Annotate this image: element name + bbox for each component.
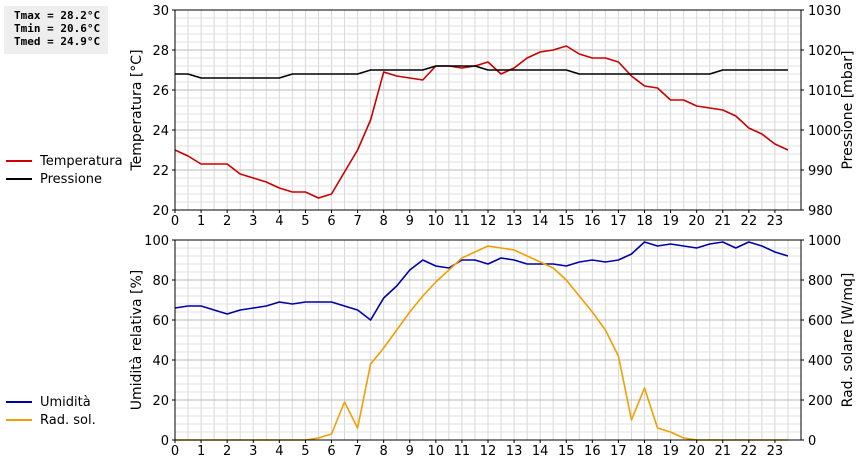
- y-tick-label: 40: [152, 354, 169, 369]
- x-tick-label: 18: [636, 444, 653, 459]
- x-tick-label: 23: [767, 444, 784, 459]
- x-tick-label: 2: [223, 214, 231, 229]
- x-tick-label: 15: [558, 444, 575, 459]
- x-tick-label: 22: [741, 444, 758, 459]
- x-tick-label: 18: [636, 214, 653, 229]
- x-tick-label: 5: [301, 444, 309, 459]
- y2-tick-label: 1010: [808, 84, 841, 99]
- legend-label-pressione: Pressione: [40, 171, 103, 187]
- x-tick-label: 0: [171, 444, 179, 459]
- x-tick-label: 23: [767, 214, 784, 229]
- y2-axis-title: Rad. solare [W/mq]: [840, 273, 856, 408]
- x-tick-label: 0: [171, 214, 179, 229]
- x-tick-label: 16: [584, 444, 601, 459]
- legend-bottom: Umidità Rad. sol.: [6, 393, 96, 429]
- x-tick-label: 13: [506, 214, 523, 229]
- stat-tmed: Tmed = 24.9°C: [14, 35, 101, 48]
- x-tick-label: 4: [275, 444, 283, 459]
- y2-tick-label: 1020: [808, 44, 841, 59]
- x-tick-label: 17: [610, 214, 627, 229]
- x-tick-label: 2: [223, 444, 231, 459]
- x-tick-label: 6: [327, 444, 335, 459]
- legend-swatch-rad-sol: [6, 419, 32, 421]
- x-tick-label: 12: [480, 214, 497, 229]
- x-tick-label: 13: [506, 444, 523, 459]
- x-tick-label: 19: [662, 214, 679, 229]
- y-tick-label: 20: [152, 204, 169, 219]
- x-tick-label: 3: [249, 214, 257, 229]
- y-tick-label: 30: [152, 4, 169, 19]
- y-tick-label: 28: [152, 44, 169, 59]
- y-axis-title: Temperatura [°C]: [129, 49, 145, 171]
- y-tick-label: 20: [152, 394, 169, 409]
- y-tick-label: 60: [152, 314, 169, 329]
- x-tick-label: 5: [301, 214, 309, 229]
- x-tick-label: 7: [353, 214, 361, 229]
- stats-box: Tmax = 28.2°C Tmin = 20.6°C Tmed = 24.9°…: [4, 6, 108, 54]
- x-tick-label: 8: [380, 444, 388, 459]
- x-tick-label: 10: [428, 214, 445, 229]
- y-axis-title: Umidità relativa [%]: [129, 270, 145, 411]
- x-tick-label: 14: [532, 444, 549, 459]
- x-tick-label: 4: [275, 214, 283, 229]
- x-tick-label: 9: [406, 444, 414, 459]
- x-tick-label: 20: [688, 214, 705, 229]
- x-tick-label: 20: [688, 444, 705, 459]
- y2-tick-label: 980: [808, 204, 833, 219]
- x-tick-label: 6: [327, 214, 335, 229]
- x-tick-label: 7: [353, 444, 361, 459]
- x-tick-label: 17: [610, 444, 627, 459]
- x-tick-label: 11: [454, 444, 471, 459]
- y2-tick-label: 1000: [808, 234, 841, 249]
- legend-label-rad-sol: Rad. sol.: [40, 412, 96, 428]
- x-tick-label: 22: [741, 214, 758, 229]
- y2-tick-label: 990: [808, 164, 833, 179]
- y2-tick-label: 800: [808, 274, 833, 289]
- legend-top: Temperatura Pressione: [6, 152, 123, 188]
- y2-tick-label: 600: [808, 314, 833, 329]
- legend-swatch-pressione: [6, 178, 32, 180]
- legend-item-rad-sol: Rad. sol.: [6, 411, 96, 429]
- x-tick-label: 9: [406, 214, 414, 229]
- stat-tmax: Tmax = 28.2°C: [14, 9, 101, 22]
- y-tick-label: 80: [152, 274, 169, 289]
- stat-tmin: Tmin = 20.6°C: [14, 22, 101, 35]
- x-tick-label: 21: [714, 214, 731, 229]
- y-tick-label: 100: [144, 234, 169, 249]
- x-tick-label: 1: [197, 444, 205, 459]
- x-tick-label: 14: [532, 214, 549, 229]
- x-tick-label: 11: [454, 214, 471, 229]
- y-tick-label: 24: [152, 124, 169, 139]
- legend-label-umidita: Umidità: [40, 394, 91, 410]
- y-tick-label: 0: [161, 434, 169, 449]
- x-tick-label: 10: [428, 444, 445, 459]
- x-tick-label: 3: [249, 444, 257, 459]
- x-tick-label: 8: [380, 214, 388, 229]
- legend-item-pressione: Pressione: [6, 170, 123, 188]
- series-line-temperatura: [174, 45, 789, 199]
- y2-axis-title: Pressione [mbar]: [840, 50, 856, 169]
- y-tick-label: 26: [152, 84, 169, 99]
- legend-swatch-umidita: [6, 401, 32, 403]
- x-tick-label: 1: [197, 214, 205, 229]
- y2-tick-label: 400: [808, 354, 833, 369]
- x-tick-label: 21: [714, 444, 731, 459]
- x-tick-label: 15: [558, 214, 575, 229]
- legend-swatch-temperatura: [6, 160, 32, 162]
- legend-item-umidita: Umidità: [6, 393, 96, 411]
- legend-item-temperatura: Temperatura: [6, 152, 123, 170]
- legend-label-temperatura: Temperatura: [40, 153, 123, 169]
- y2-tick-label: 200: [808, 394, 833, 409]
- y2-tick-label: 1030: [808, 4, 841, 19]
- series-line-umidit: [174, 241, 789, 321]
- y-tick-label: 22: [152, 164, 169, 179]
- x-tick-label: 19: [662, 444, 679, 459]
- y2-tick-label: 1000: [808, 124, 841, 139]
- x-tick-label: 16: [584, 214, 601, 229]
- y2-tick-label: 0: [808, 434, 816, 449]
- x-tick-label: 12: [480, 444, 497, 459]
- series-line-pressione: [175, 65, 788, 79]
